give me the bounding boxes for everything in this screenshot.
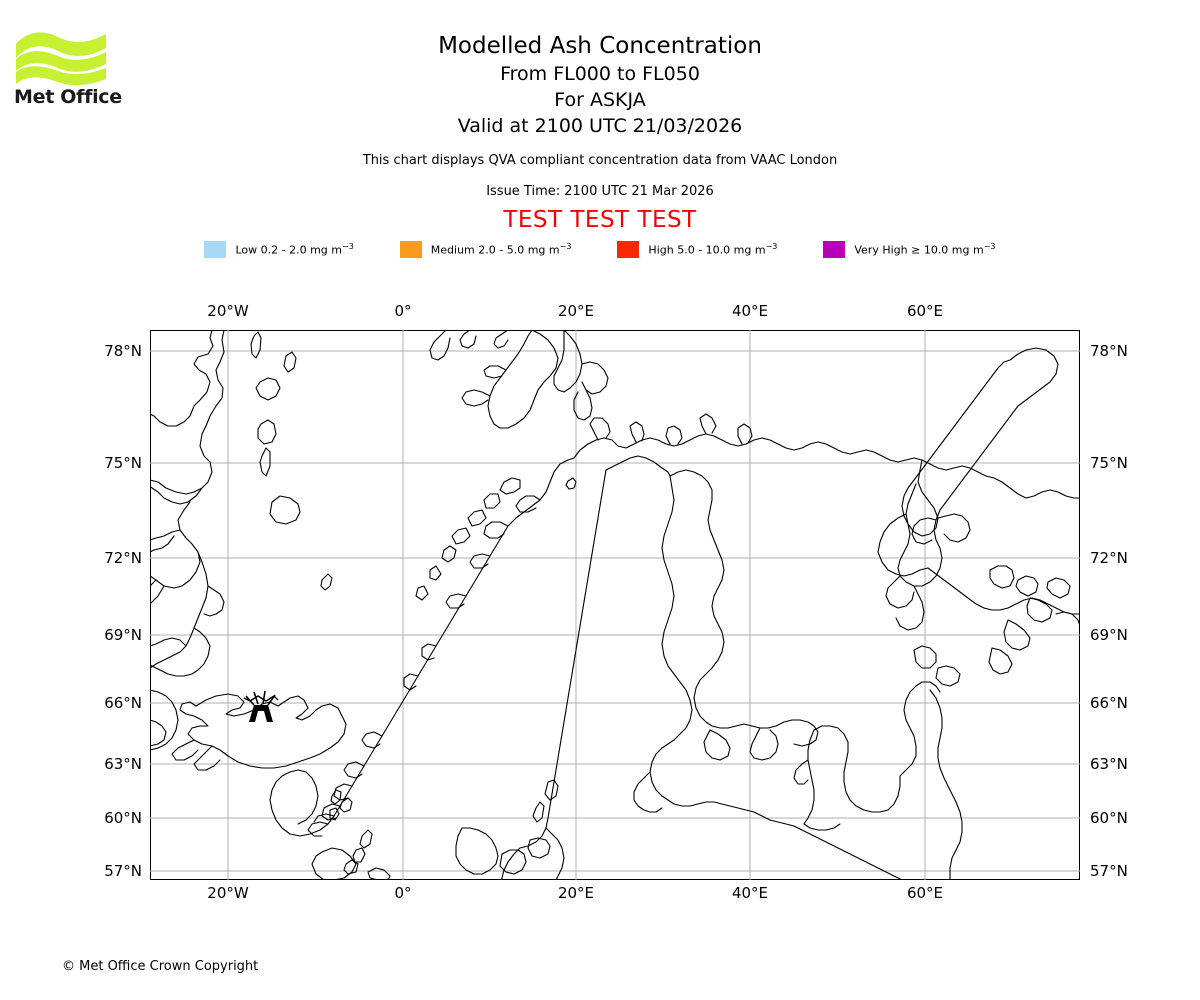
- concentration-legend: Low 0.2 - 2.0 mg m−3 Medium 2.0 - 5.0 mg…: [0, 241, 1200, 258]
- lat-label-right-78n: 78°N: [1090, 342, 1128, 360]
- lat-label-right-72n: 72°N: [1090, 549, 1128, 567]
- lat-label-left-60n: 60°N: [104, 809, 142, 827]
- lon-label-top-0: 0°: [394, 302, 412, 320]
- lon-label-top-60e: 60°E: [906, 302, 944, 320]
- chart-note: This chart displays QVA compliant concen…: [362, 153, 838, 168]
- lat-label-left-75n: 75°N: [104, 454, 142, 472]
- lon-label-bottom-40e: 40°E: [731, 884, 769, 902]
- copyright-footer: © Met Office Crown Copyright: [62, 959, 259, 974]
- met-office-wordmark: Met Office: [14, 86, 122, 108]
- lon-label-top-40e: 40°E: [731, 302, 769, 320]
- lat-label-right-60n: 60°N: [1090, 809, 1128, 827]
- lat-label-right-66n: 66°N: [1090, 694, 1128, 712]
- issue-time: Issue Time: 2100 UTC 21 Mar 2026: [486, 184, 714, 199]
- lon-label-bottom-20e: 20°E: [557, 884, 595, 902]
- flight-level-range: From FL000 to FL050: [500, 63, 700, 85]
- graticule-gridlines: [150, 330, 1080, 880]
- lon-label-bottom-20w: 20°W: [207, 884, 249, 902]
- title-block: Modelled Ash Concentration From FL000 to…: [0, 0, 1200, 233]
- ash-concentration-map: [150, 330, 1080, 880]
- legend-item-medium: Medium 2.0 - 5.0 mg m−3: [399, 241, 572, 258]
- lat-label-left-63n: 63°N: [104, 755, 142, 773]
- lon-label-bottom-0: 0°: [394, 884, 412, 902]
- lon-label-top-20w: 20°W: [207, 302, 249, 320]
- page-title: Modelled Ash Concentration: [438, 33, 762, 59]
- lon-label-top-20e: 20°E: [557, 302, 595, 320]
- lat-label-left-69n: 69°N: [104, 626, 142, 644]
- volcano-marker-askja: [243, 690, 279, 722]
- legend-label-very-high: Very High ≥ 10.0 mg m−3: [854, 242, 996, 257]
- test-banner: TEST TEST TEST: [503, 207, 697, 233]
- legend-item-high: High 5.0 - 10.0 mg m−3: [617, 241, 777, 258]
- legend-label-high: High 5.0 - 10.0 mg m−3: [648, 242, 778, 257]
- lat-label-left-78n: 78°N: [104, 342, 142, 360]
- lat-label-right-75n: 75°N: [1090, 454, 1128, 472]
- coastlines: [150, 330, 1080, 880]
- legend-swatch-high: [617, 241, 640, 258]
- legend-label-low: Low 0.2 - 2.0 mg m−3: [235, 242, 354, 257]
- lat-label-left-72n: 72°N: [104, 549, 142, 567]
- lon-label-bottom-60e: 60°E: [906, 884, 944, 902]
- legend-swatch-medium: [399, 241, 422, 258]
- legend-swatch-very-high: [823, 241, 846, 258]
- legend-item-very-high: Very High ≥ 10.0 mg m−3: [823, 241, 996, 258]
- legend-swatch-low: [204, 241, 227, 258]
- volcano-name: For ASKJA: [554, 89, 646, 111]
- lat-label-right-57n: 57°N: [1090, 862, 1128, 880]
- met-office-waves-icon: [16, 32, 106, 86]
- lat-label-left-57n: 57°N: [104, 862, 142, 880]
- lat-label-right-63n: 63°N: [1090, 755, 1128, 773]
- lat-label-left-66n: 66°N: [104, 694, 142, 712]
- legend-label-medium: Medium 2.0 - 5.0 mg m−3: [430, 242, 572, 257]
- met-office-logo: Met Office: [14, 26, 124, 110]
- map-canvas: [150, 330, 1080, 880]
- legend-item-low: Low 0.2 - 2.0 mg m−3: [204, 241, 354, 258]
- lat-label-right-69n: 69°N: [1090, 626, 1128, 644]
- valid-time: Valid at 2100 UTC 21/03/2026: [457, 115, 743, 137]
